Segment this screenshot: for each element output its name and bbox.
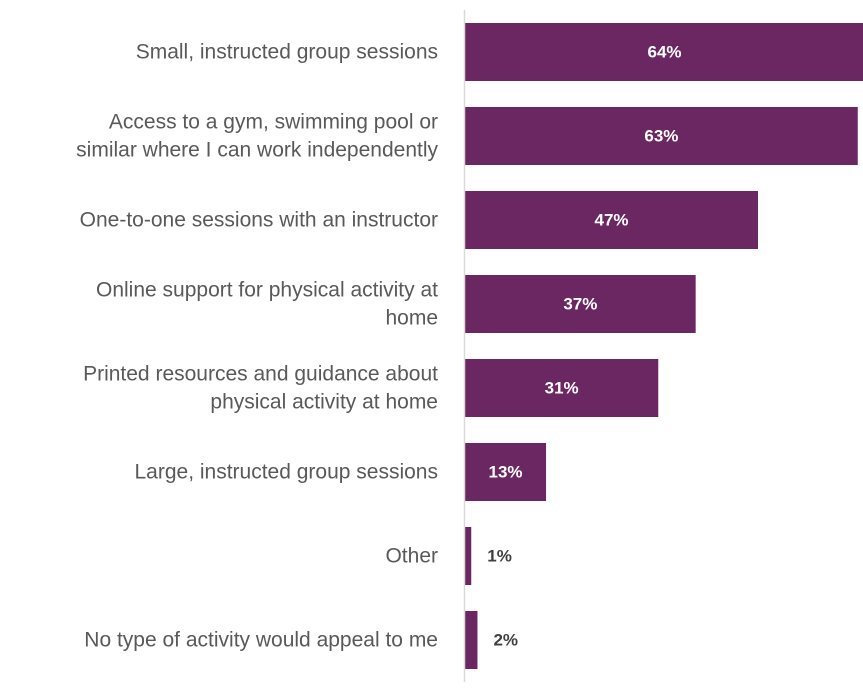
category-label-line: home xyxy=(385,307,438,330)
bar-5 xyxy=(465,443,547,501)
category-label-line: Large, instructed group sessions xyxy=(134,461,438,484)
bar-0 xyxy=(465,23,863,81)
bar-7 xyxy=(465,611,478,669)
category-label-line: One-to-one sessions with an instructor xyxy=(80,209,438,232)
bar-6 xyxy=(465,527,472,585)
category-label-line: Small, instructed group sessions xyxy=(136,41,438,64)
category-label-7: No type of activity would appeal to me xyxy=(84,629,438,652)
category-label-line: Online support for physical activity at xyxy=(96,279,438,302)
value-label-7: 2% xyxy=(493,631,518,650)
value-label-0: 64% xyxy=(647,43,681,62)
value-label-1: 63% xyxy=(644,127,678,146)
category-label-6: Other xyxy=(385,545,438,568)
category-label-5: Large, instructed group sessions xyxy=(134,461,438,484)
value-label-6: 1% xyxy=(487,547,512,566)
category-labels-layer: Small, instructed group sessions Access t… xyxy=(76,41,438,652)
category-label-line: Access to a gym, swimming pool or xyxy=(109,111,438,134)
bar-1 xyxy=(465,107,858,165)
category-label-line: physical activity at home xyxy=(210,391,438,414)
value-label-3: 37% xyxy=(563,295,597,314)
category-label-2: One-to-one sessions with an instructor xyxy=(80,209,438,232)
bar-2 xyxy=(465,191,759,249)
category-label-line: similar where I can work independently xyxy=(76,139,438,162)
category-label-line: Printed resources and guidance about xyxy=(83,363,438,386)
category-label-4: Printed resources and guidance about phys… xyxy=(83,363,438,414)
category-label-3: Online support for physical activity at h… xyxy=(96,279,438,330)
category-label-0: Small, instructed group sessions xyxy=(136,41,438,64)
category-label-line: No type of activity would appeal to me xyxy=(84,629,438,652)
value-label-5: 13% xyxy=(489,463,523,482)
bars-layer: 64% 63% 47% 37% 31% 13% 1% 2% xyxy=(465,23,863,669)
bar-3 xyxy=(465,275,696,333)
category-label-line: Other xyxy=(385,545,438,568)
category-label-1: Access to a gym, swimming pool or similar… xyxy=(76,111,438,162)
value-label-4: 31% xyxy=(545,379,579,398)
bar-4 xyxy=(465,359,659,417)
value-label-2: 47% xyxy=(594,211,628,230)
